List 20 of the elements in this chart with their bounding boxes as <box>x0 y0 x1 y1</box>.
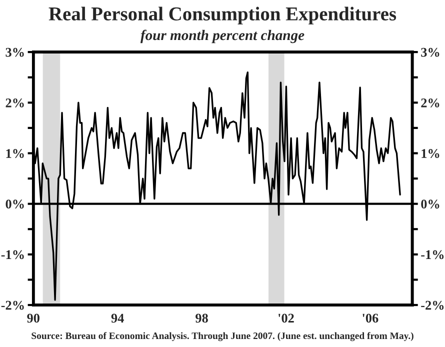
y2-tick-label: 2% <box>421 98 440 108</box>
x-tick-label: 94 <box>111 314 124 323</box>
x-tick-label: 90 <box>27 314 40 323</box>
y-tick-label: -1% <box>1 250 24 260</box>
y-tick-label: -2% <box>1 300 24 310</box>
y2-tick-label: -1% <box>421 250 444 260</box>
y2-tick-label: 0% <box>421 200 440 209</box>
y2-tick-label: -2% <box>421 300 444 310</box>
chart-title: Real Personal Consumption Expenditures <box>48 6 396 24</box>
y2-tick-label: 1% <box>422 149 440 158</box>
source-note: Source: Bureau of Economic Analysis. Through June 2007. (June est. unchanged from May.) <box>32 332 414 342</box>
x-tick-label: '02 <box>278 314 294 323</box>
y2-tick-label: 3% <box>421 48 440 57</box>
x-tick-label: '06 <box>362 314 378 323</box>
y-tick-label: 2% <box>6 98 24 108</box>
x-tick-label: 98 <box>196 314 208 323</box>
chart-subtitle: four month percent change <box>140 30 304 44</box>
y-tick-label: 1% <box>6 149 24 158</box>
y-tick-label: 0% <box>6 200 24 209</box>
y-tick-label: 3% <box>6 48 24 57</box>
